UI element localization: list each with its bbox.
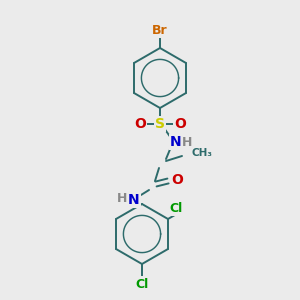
- Text: CH₃: CH₃: [191, 148, 212, 158]
- Text: O: O: [174, 117, 186, 131]
- Text: O: O: [134, 117, 146, 131]
- Text: S: S: [155, 117, 165, 131]
- Text: Br: Br: [152, 23, 168, 37]
- Text: Cl: Cl: [135, 278, 148, 290]
- Text: N: N: [170, 135, 182, 149]
- Text: H: H: [117, 193, 127, 206]
- Text: O: O: [171, 173, 183, 187]
- Text: N: N: [128, 193, 140, 207]
- Text: H: H: [182, 136, 192, 148]
- Text: Cl: Cl: [169, 202, 183, 215]
